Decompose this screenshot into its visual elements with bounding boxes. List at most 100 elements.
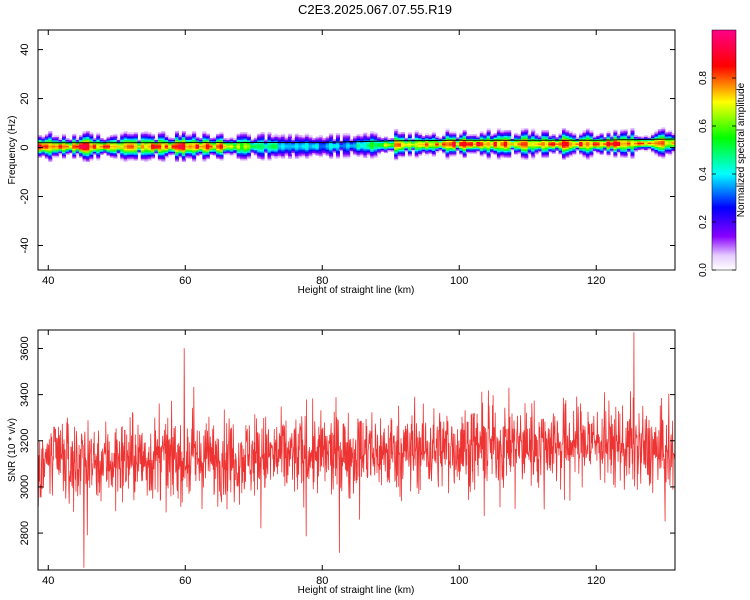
spectrogram-cell [517,144,522,147]
spectrogram-cell [407,131,412,134]
spectrogram-cell [654,143,659,146]
spectrogram-cell [270,146,275,149]
spectrogram-cell [92,142,97,145]
spectrogram-cell [294,136,299,139]
spectrogram-cell [61,139,66,142]
spectrogram-cell [390,148,395,151]
spectrogram-cell [209,142,214,145]
spectrogram-cell [188,154,193,157]
spectrogram-cell [377,152,382,155]
spectrogram-cell [233,138,238,140]
spectrogram-cell [318,148,323,151]
spectrogram-cell [130,152,135,155]
spectrogram-cell [79,152,84,155]
spectrogram-cell [479,131,484,134]
spectrogram-cell [472,149,477,151]
spectrogram-cell [168,141,173,143]
spectrogram-cell [599,151,604,154]
spectrogram-cell [346,138,351,141]
spectrogram-cell [171,144,176,146]
spectrogram-cell [353,146,358,148]
spectrogram-cell [517,146,522,148]
spectrogram-cell [133,139,138,142]
spectrogram-cell [431,144,436,147]
spectrogram-cell [308,146,313,149]
spectrogram-cell [79,147,84,149]
spectrogram-cell [514,151,519,154]
spectrogram-cell [370,150,375,152]
spectrogram-cell [418,140,423,143]
spectrogram-cell [671,140,675,143]
spectrogram-cell [48,132,53,135]
spectrogram-cell [623,151,628,154]
spectrogram-cell [623,135,628,138]
spectrogram-cell [85,154,90,157]
spectrogram-cell [154,150,159,152]
spectrogram-cell [164,135,169,138]
spectrogram-cell [483,143,488,145]
spectrogram-cell [503,132,508,135]
spectrogram-cell [188,145,193,148]
spectrogram-cell [188,157,193,160]
spectrogram-cell [448,131,453,134]
spectrogram-cell [483,153,488,156]
spectrogram-cell [216,148,221,151]
spectrogram-cell [373,148,378,151]
spectrogram-cell [120,132,125,135]
spectrogram-cell [435,140,440,143]
spectrogram-cell [585,138,590,141]
spectrogram-cell [568,135,573,138]
spectrogram-cell [483,132,488,135]
spectrogram-cell [103,145,108,148]
spectrogram-cell [517,149,522,151]
spectrogram-cell [222,138,227,140]
spectrogram-cell [329,151,334,153]
spectrogram-cell [202,157,207,160]
spectrogram-cell [483,150,488,153]
spectrogram-cell [496,154,501,157]
spectrogram-cell [606,132,611,135]
spectrogram-cell [435,143,440,146]
spectrogram-cell [442,140,447,143]
spectrogram-cell [89,147,94,149]
spectrogram-cell [212,152,217,155]
spectrogram-cell [383,139,388,142]
spectrogram-cell [72,133,77,136]
spectrogram-cell [534,135,539,138]
spectrogram-x-tick-label: 80 [316,275,328,287]
spectrogram-cell [75,147,80,149]
spectrogram-cell [486,153,491,156]
spectrogram-cell [366,139,371,142]
spectrogram-cell [424,139,430,141]
spectrogram-cell [130,136,135,139]
spectrogram-cell [640,140,645,143]
spectrogram-cell [181,152,186,155]
spectrogram-cell [654,134,659,137]
spectrogram-cell [89,145,94,148]
spectrogram-cell [356,135,361,138]
spectrogram-cell [414,145,419,147]
spectrogram-cell [188,147,193,149]
spectrogram-cell [353,153,358,156]
spectrogram-cell [514,143,519,145]
spectrogram-cell [82,139,87,142]
spectrogram-cell [469,147,474,150]
spectrogram-cell [48,142,53,145]
spectrogram-cell [41,142,46,145]
spectrogram-cell [185,148,190,151]
spectrogram-cell [517,143,522,145]
spectrogram-cell [229,151,234,154]
spectrogram-cell [613,142,618,145]
spectrogram-cell [106,144,111,146]
spectrogram-cell [644,143,649,146]
spectrogram-cell [216,155,221,158]
spectrogram-cell [130,155,135,158]
spectrogram-cell [582,132,587,135]
spectrogram-cell [253,145,258,148]
spectrogram-cell [651,140,656,143]
spectrogram-cell [397,137,402,140]
spectrogram-cell [240,138,245,140]
spectrogram-cell [277,146,282,149]
spectrogram-cell [613,151,618,154]
spectrogram-cell [448,137,453,140]
